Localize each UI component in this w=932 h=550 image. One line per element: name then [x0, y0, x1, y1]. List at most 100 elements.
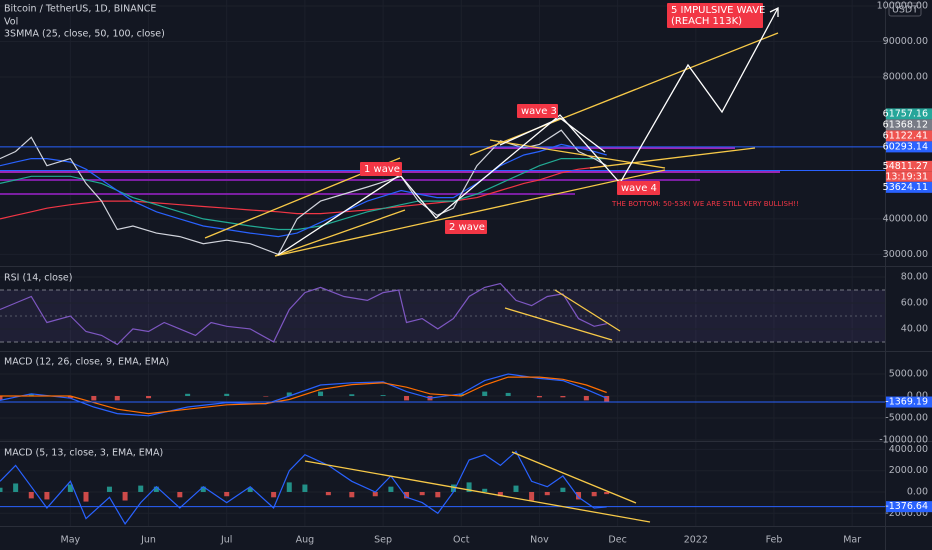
series-line — [0, 373, 607, 417]
price-tag-label: -1369.19 — [885, 397, 928, 408]
histogram-bar — [224, 393, 230, 396]
trend-line — [504, 307, 613, 341]
histogram-bar — [419, 491, 425, 496]
histogram-bar — [380, 395, 386, 396]
y-tick-label: 40000.00 — [883, 213, 928, 224]
pane-title: MACD (5, 13, close, 3, EMA, EMA) — [4, 448, 163, 459]
y-tick-label: 30000.00 — [883, 249, 928, 260]
histogram-bar — [286, 482, 292, 492]
histogram-bar — [247, 487, 253, 492]
y-tick-label: 90000.00 — [883, 36, 928, 47]
histogram-bar — [404, 491, 410, 499]
y-tick-label: 100000.00 — [877, 1, 928, 12]
currency: USDT — [892, 5, 918, 16]
x-tick-label: Dec — [608, 535, 626, 546]
histogram-bar — [529, 491, 535, 501]
price-tag-label: -1376.64 — [885, 501, 928, 512]
trend-line — [469, 32, 779, 156]
trend-line — [274, 209, 406, 257]
histogram-bar — [91, 396, 97, 401]
annotation-box — [667, 3, 763, 28]
wave-triangle — [499, 117, 606, 153]
price-tag-label: 61757.16 — [883, 108, 928, 119]
histogram-bar — [106, 486, 112, 492]
y-tick-label: 4000.00 — [889, 444, 928, 455]
y-tick-label: 40.00 — [901, 323, 928, 334]
histogram-bar — [372, 491, 378, 497]
price-tag-label: 54811.27 — [883, 161, 928, 172]
histogram-bar — [302, 484, 308, 492]
y-tick-label: 0.00 — [907, 486, 928, 497]
series-line — [0, 165, 607, 220]
series-line — [0, 282, 607, 346]
y-tick-label: -2000.00 — [885, 508, 928, 519]
trend-line — [589, 147, 756, 169]
histogram-bar — [28, 393, 34, 396]
y-tick-label: 2000.00 — [889, 465, 928, 476]
histogram-bar — [138, 485, 144, 492]
price-tag-label: 61122.41 — [883, 130, 928, 141]
histogram-bar — [325, 491, 331, 496]
histogram-bar — [604, 396, 610, 402]
histogram-bar — [114, 396, 120, 401]
y-tick-label: 60.00 — [901, 297, 928, 308]
histogram-bar — [466, 482, 472, 492]
series-line — [0, 158, 607, 231]
y-tick-label: 5000.00 — [889, 369, 928, 380]
histogram-bar — [153, 486, 159, 492]
price-tag — [886, 130, 932, 142]
histogram-bar — [349, 491, 355, 498]
histogram-bar — [497, 491, 503, 497]
x-tick-label: Nov — [530, 535, 549, 546]
x-tick-label: Aug — [296, 535, 315, 546]
histogram-bar — [0, 487, 3, 492]
histogram-bar — [349, 394, 355, 396]
histogram-bar — [83, 491, 89, 502]
histogram-bar — [263, 396, 269, 397]
histogram-bar — [513, 485, 519, 492]
histogram-bar — [122, 491, 128, 501]
histogram-bar — [271, 491, 277, 498]
x-tick-label: Jun — [140, 535, 156, 546]
histogram-bar — [200, 486, 206, 492]
price-tag — [886, 108, 932, 120]
histogram-bar — [28, 491, 34, 499]
price-tag-label: 53624.11 — [883, 182, 928, 193]
histogram-bar — [604, 491, 610, 495]
histogram-bar — [544, 491, 550, 496]
price-tag-label: 60293.14 — [883, 141, 928, 152]
trend-line — [511, 451, 637, 504]
annotation-text: 2 wave — [449, 222, 485, 233]
y-tick-label: 0.00 — [907, 391, 928, 402]
annotation-text: 1 wave — [364, 164, 400, 175]
header: Bitcoin / TetherUS, 1D, BINANCE Vol 3SMM… — [4, 2, 922, 40]
annotation-text: wave 3 — [521, 106, 557, 117]
price-tag — [886, 160, 932, 172]
trend-line — [554, 289, 621, 332]
x-tick-label: Jul — [220, 535, 232, 546]
histogram-bar — [576, 491, 582, 500]
histogram-bar — [450, 484, 456, 492]
histogram-bar — [482, 391, 488, 396]
annotation-box — [617, 181, 660, 195]
price-tag — [886, 141, 932, 153]
histogram-bar — [536, 396, 542, 398]
indicator: Vol — [4, 17, 18, 28]
histogram-bar — [404, 396, 410, 401]
histogram-bar — [591, 491, 597, 497]
x-tick-label: May — [61, 535, 81, 546]
annotation-text: wave 4 — [621, 183, 657, 194]
histogram-bar — [224, 491, 230, 497]
histogram-bar — [583, 396, 589, 401]
histogram-bar — [44, 491, 50, 500]
y-tick-label: 80000.00 — [883, 71, 928, 82]
x-tick-label: Feb — [766, 535, 783, 546]
price-tag — [886, 119, 932, 131]
annotation-box — [360, 162, 402, 176]
x-tick-label: Sep — [374, 535, 392, 546]
countdown: 13:19:31 — [885, 171, 928, 182]
trend-line — [489, 139, 666, 169]
